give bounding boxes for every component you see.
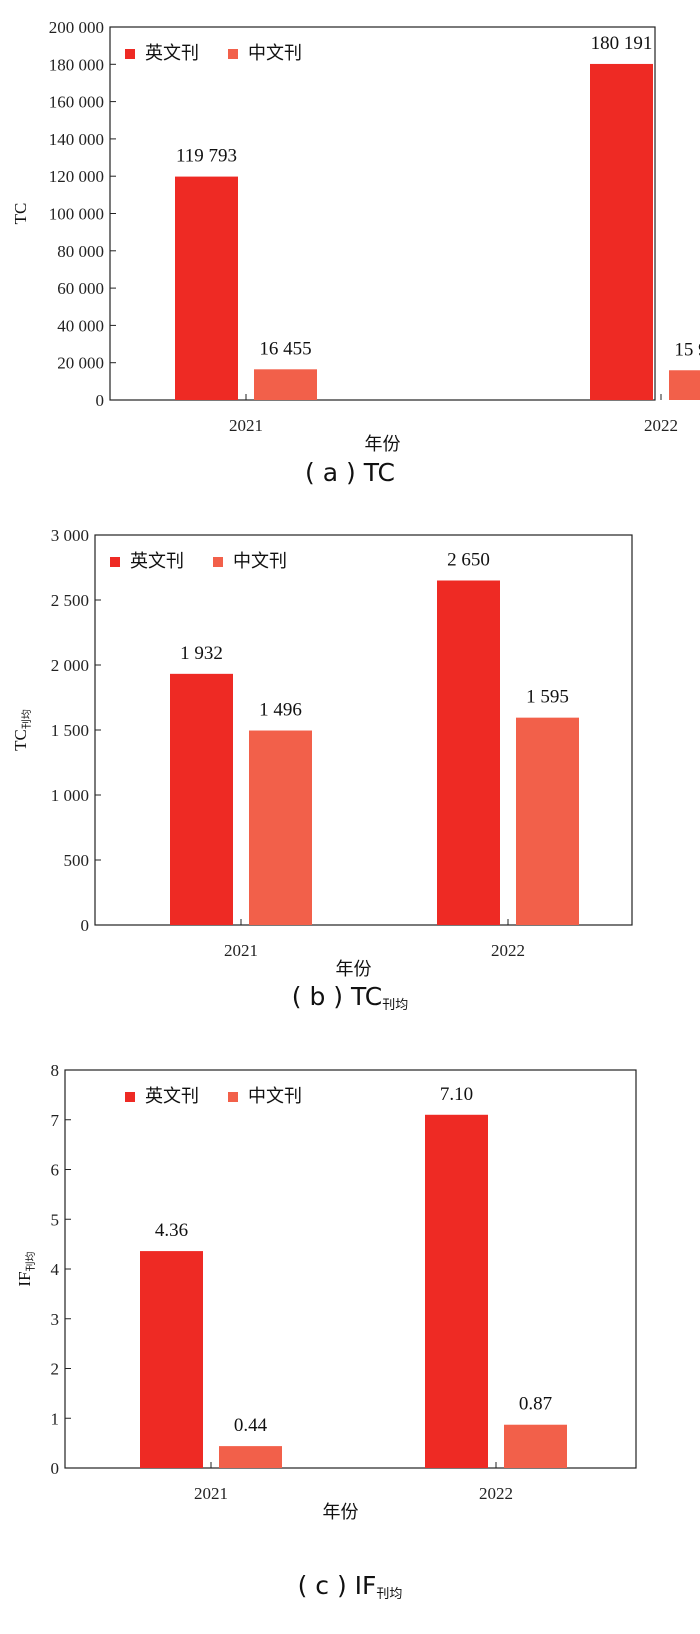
chart-a-ytick-label: 0 (96, 391, 105, 410)
chart-b-ytick-label: 2 000 (51, 656, 89, 675)
chart-c-bar (425, 1114, 488, 1468)
chart-c-legend-label: 英文刊 (145, 1086, 199, 1107)
chart-a-data-label: 180 191 (591, 33, 653, 54)
chart-a-bar (590, 63, 653, 400)
chart-c-caption-main: ( c ) IF (297, 1571, 377, 1600)
chart-b-ytick-label: 3 000 (51, 526, 89, 545)
chart-b-data-label: 1 496 (259, 700, 302, 721)
chart-a-xlabel: 年份 (365, 434, 401, 455)
chart-b-ytick-label: 1 000 (51, 786, 89, 805)
chart-a-ytick-label: 20 000 (57, 354, 104, 373)
chart-b-ytick-label: 0 (81, 916, 90, 935)
chart-c-data-label: 0.87 (519, 1394, 552, 1415)
chart-a-legend-label: 中文刊 (248, 43, 302, 64)
chart-b-legend-label: 中文刊 (233, 551, 287, 572)
chart-c-ylabel-sub: 刊均 (25, 1251, 37, 1271)
chart-a-ytick-label: 140 000 (49, 130, 104, 149)
chart-c-ytick-label: 6 (51, 1161, 60, 1180)
chart-c-xlabel: 年份 (323, 1502, 359, 1523)
chart-b-xtick-label: 2021 (224, 941, 258, 960)
chart-c-ytick-label: 1 (51, 1409, 60, 1428)
chart-b-data-label: 1 932 (180, 643, 223, 664)
chart-a-legend-swatch (228, 49, 238, 59)
chart-c-ytick-label: 4 (51, 1260, 60, 1279)
chart-b-svg: 0 500 1 000 1 500 2 000 2 500 3 000 TC刊均 1 932 1 … (11, 526, 633, 980)
chart-c: 0 1 2 3 4 5 6 7 8 IF刊均 4.36 0.44 2021 7.10 0.87 2022 年份英… (0, 1055, 700, 1634)
chart-b-ylabel: TC刊均 (11, 709, 33, 751)
chart-c-ytick-label: 7 (51, 1111, 60, 1130)
chart-b-caption-main: ( b ) TC (291, 982, 383, 1011)
chart-c-ytick-label: 3 (51, 1310, 60, 1329)
chart-b-bar (170, 673, 233, 925)
chart-a-xtick-label: 2022 (644, 416, 678, 435)
chart-b-legend-label: 英文刊 (130, 551, 184, 572)
chart-a-ytick-label: 40 000 (57, 316, 104, 335)
chart-b-data-label: 1 595 (526, 687, 569, 708)
chart-c-legend-swatch (125, 1092, 135, 1102)
chart-a-bar (175, 176, 238, 400)
chart-b-xlabel: 年份 (336, 959, 372, 980)
chart-b-ytick-label: 2 500 (51, 591, 89, 610)
chart-a-ytick-label: 200 000 (49, 18, 104, 37)
chart-b-legend-swatch (110, 557, 120, 567)
chart-c-xtick-label: 2022 (479, 1484, 513, 1503)
chart-a-caption-main: ( a ) TC (305, 458, 395, 487)
chart-a-data-label: 15 946 (674, 339, 700, 360)
chart-c-xtick-label: 2021 (194, 1484, 228, 1503)
chart-a-ytick-label: 120 000 (49, 167, 104, 186)
chart-c-legend-label: 中文刊 (248, 1086, 302, 1107)
chart-c-ylabel-main: IF (15, 1271, 34, 1286)
chart-a-data-label: 16 455 (259, 338, 311, 359)
chart-a-bar (669, 370, 700, 400)
chart-c-bar (140, 1251, 203, 1468)
chart-a-ytick-label: 100 000 (49, 205, 104, 224)
chart-c-ytick-label: 2 (51, 1360, 60, 1379)
chart-b-ytick-label: 1 500 (51, 721, 89, 740)
chart-b-caption: ( b ) TC刊均 (0, 982, 700, 1013)
chart-c-data-label: 4.36 (155, 1220, 188, 1241)
chart-a-bar (254, 369, 317, 400)
chart-b-ylabel-main: TC (11, 729, 30, 751)
chart-a: 0 20 000 40 000 60 000 80 000 100 000 120 000 1… (0, 0, 700, 500)
chart-a-ytick-label: 180 000 (49, 55, 104, 74)
chart-c-ytick-label: 5 (51, 1210, 60, 1229)
chart-c-bar (219, 1446, 282, 1468)
chart-a-legend-swatch (125, 49, 135, 59)
chart-c-svg: 0 1 2 3 4 5 6 7 8 IF刊均 4.36 0.44 2021 7.10 0.87 2022 年份 英… (15, 1061, 637, 1523)
chart-a-xtick-label: 2021 (229, 416, 263, 435)
chart-c-ytick-label: 8 (51, 1061, 60, 1080)
chart-c-ylabel: IF刊均 (15, 1251, 37, 1286)
chart-a-ytick-label: 60 000 (57, 279, 104, 298)
chart-c-legend-swatch (228, 1092, 238, 1102)
chart-c-caption-sub: 刊均 (376, 1587, 403, 1602)
chart-a-ytick-label: 80 000 (57, 242, 104, 261)
chart-a-ylabel: TC (11, 203, 30, 225)
chart-b-xtick-label: 2022 (491, 941, 525, 960)
chart-a-caption: ( a ) TC (0, 458, 700, 489)
chart-b-bar (249, 730, 312, 925)
chart-c-data-label: 0.44 (234, 1415, 268, 1436)
chart-b: 0 500 1 000 1 500 2 000 2 500 3 000 TC刊均 1 932 1 … (0, 520, 700, 1040)
chart-a-legend-label: 英文刊 (145, 43, 199, 64)
chart-b-data-label: 2 650 (447, 550, 490, 571)
chart-c-bar (504, 1424, 567, 1468)
chart-a-ytick-label: 160 000 (49, 93, 104, 112)
chart-c-caption: ( c ) IF刊均 (0, 1571, 700, 1602)
chart-b-bar (437, 580, 500, 925)
chart-a-data-label: 119 793 (176, 146, 237, 167)
chart-b-ylabel-sub: 刊均 (21, 709, 33, 729)
chart-a-svg: 0 20 000 40 000 60 000 80 000 100 000 120 000 1… (11, 18, 700, 455)
chart-b-bar (516, 717, 579, 925)
chart-b-ytick-label: 500 (64, 851, 90, 870)
chart-b-caption-sub: 刊均 (382, 998, 409, 1013)
chart-c-data-label: 7.10 (440, 1084, 473, 1105)
chart-c-ytick-label: 0 (51, 1459, 60, 1478)
chart-b-legend-swatch (213, 557, 223, 567)
chart-a-ylabel-main: TC (11, 203, 30, 225)
